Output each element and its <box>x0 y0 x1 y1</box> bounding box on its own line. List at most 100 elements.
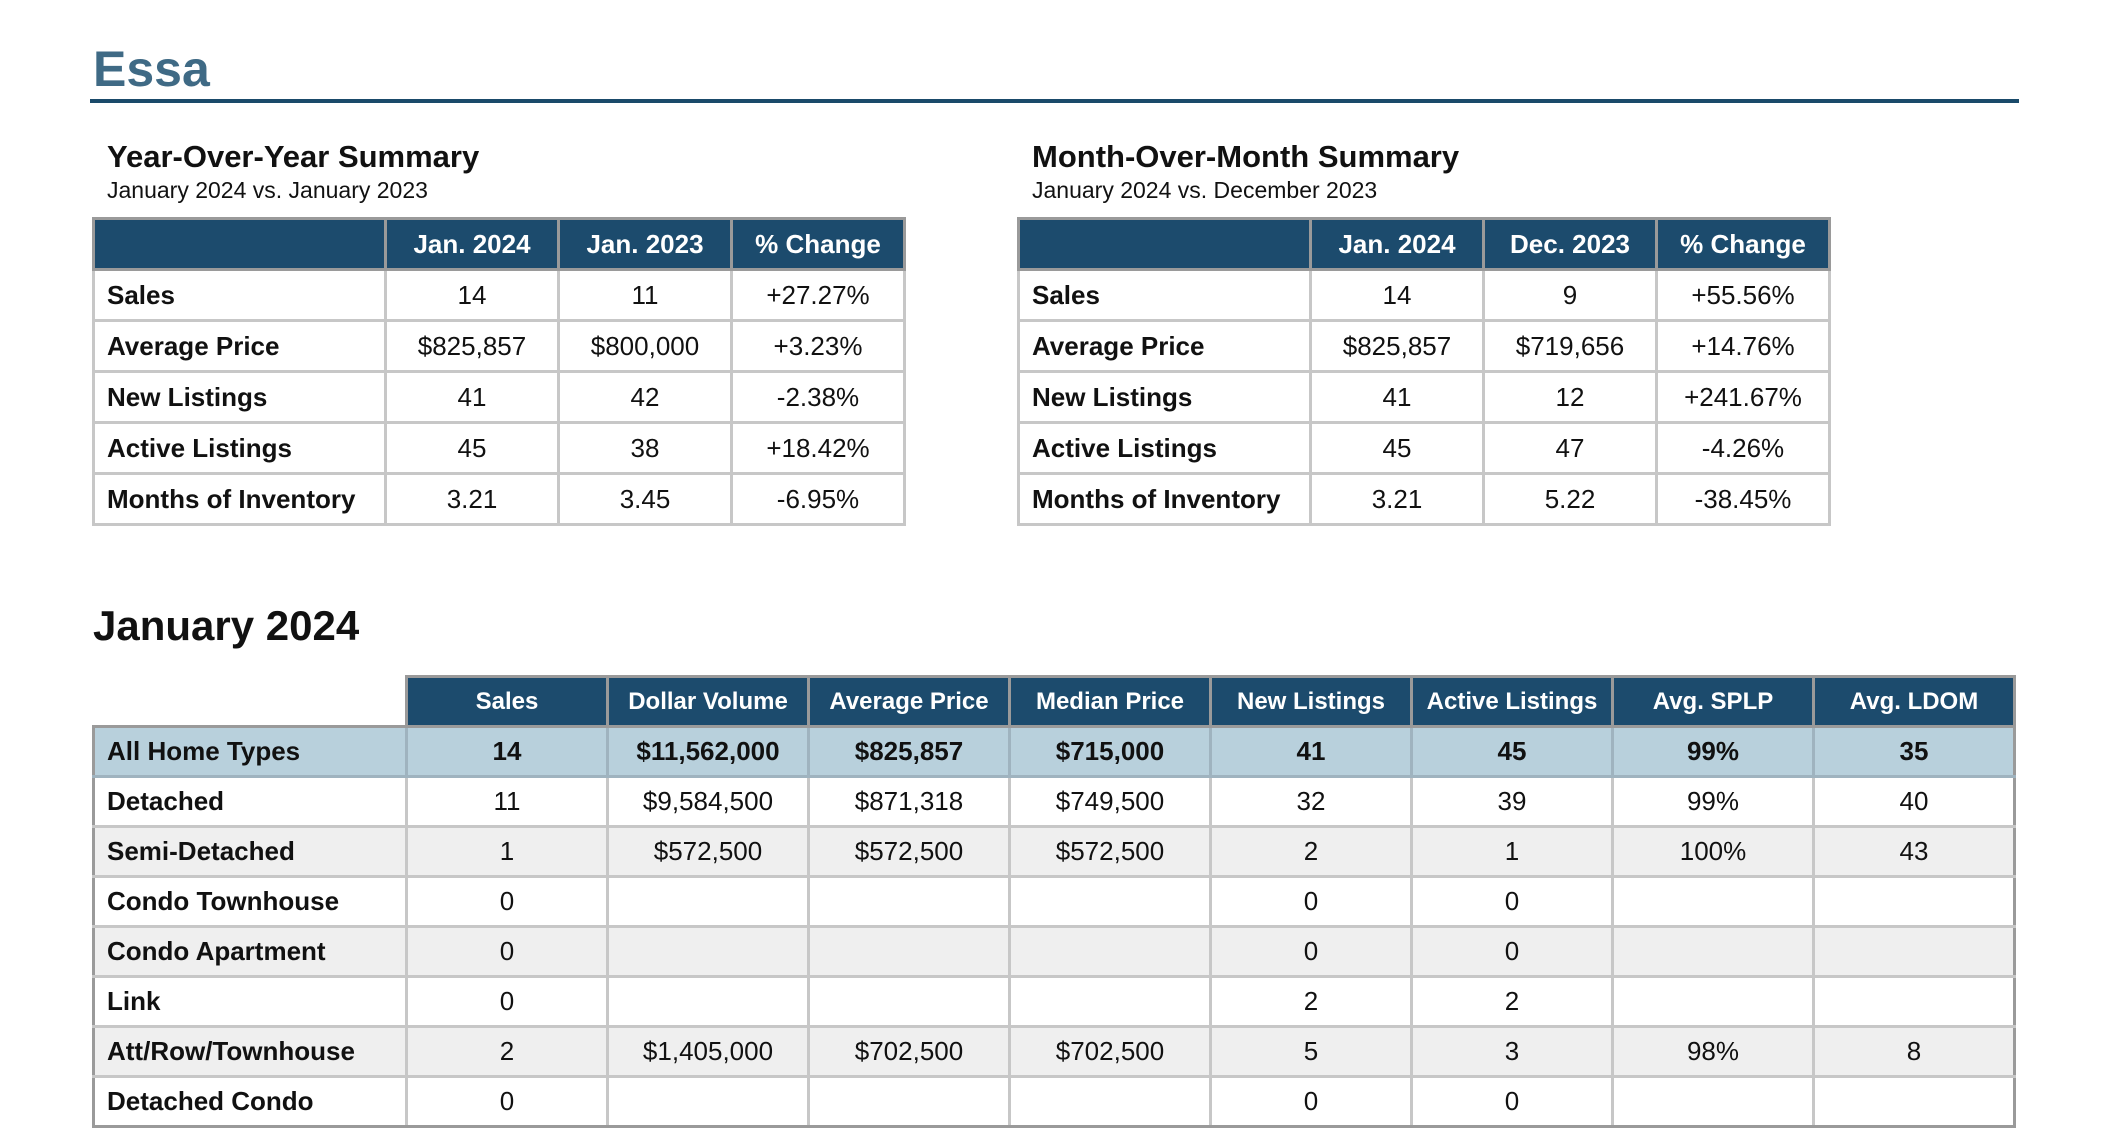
table-cell: 99% <box>1611 725 1815 778</box>
table-cell: 0 <box>405 875 609 928</box>
table-cell <box>1008 875 1212 928</box>
table-cell: $702,500 <box>1008 1025 1212 1078</box>
table-cell: 11 <box>557 268 733 322</box>
column-header: Dollar Volume <box>606 675 810 728</box>
table-cell: 32 <box>1209 775 1413 828</box>
table-cell: $871,318 <box>807 775 1011 828</box>
column-header: Sales <box>405 675 609 728</box>
table-row: Detached 11 $9,584,500 $871,318 $749,500… <box>92 775 2016 828</box>
table-cell: 99% <box>1611 775 1815 828</box>
table-cell: 12 <box>1482 370 1658 424</box>
table-cell: +241.67% <box>1655 370 1831 424</box>
table-cell: 3.21 <box>1309 472 1485 526</box>
table-header-row: Jan. 2024 Dec. 2023 % Change <box>1017 217 1831 271</box>
row-label: Semi-Detached <box>92 825 408 878</box>
table-cell: 9 <box>1482 268 1658 322</box>
table-cell: +27.27% <box>730 268 906 322</box>
table-row: Detached Condo 0 0 0 <box>92 1075 2016 1128</box>
table-cell: 35 <box>1812 725 2016 778</box>
table-cell: +3.23% <box>730 319 906 373</box>
table-row: Att/Row/Townhouse 2 $1,405,000 $702,500 … <box>92 1025 2016 1078</box>
table-cell <box>1611 925 1815 978</box>
table-row: Sales 14 11 +27.27% <box>92 268 906 322</box>
table-cell <box>807 875 1011 928</box>
table-cell: 3.45 <box>557 472 733 526</box>
table-cell: 0 <box>1410 1075 1614 1128</box>
table-cell <box>1812 975 2016 1028</box>
column-header <box>1017 217 1312 271</box>
monthly-table: Sales Dollar Volume Average Price Median… <box>92 675 2016 1128</box>
table-cell <box>606 925 810 978</box>
row-label: New Listings <box>1017 370 1312 424</box>
table-cell: +18.42% <box>730 421 906 475</box>
table-row: Months of Inventory 3.21 3.45 -6.95% <box>92 472 906 526</box>
table-cell <box>606 1075 810 1128</box>
table-cell: 41 <box>384 370 560 424</box>
table-row: Condo Townhouse 0 0 0 <box>92 875 2016 928</box>
table-row: Link 0 2 2 <box>92 975 2016 1028</box>
table-cell: -38.45% <box>1655 472 1831 526</box>
table-header-row: Sales Dollar Volume Average Price Median… <box>93 675 2016 728</box>
column-header: Active Listings <box>1410 675 1614 728</box>
table-cell: 45 <box>384 421 560 475</box>
table-cell: $572,500 <box>1008 825 1212 878</box>
table-cell: 40 <box>1812 775 2016 828</box>
row-label: Sales <box>92 268 387 322</box>
table-cell: -4.26% <box>1655 421 1831 475</box>
column-header: Avg. LDOM <box>1812 675 2016 728</box>
table-cell <box>1611 875 1815 928</box>
table-cell: -6.95% <box>730 472 906 526</box>
table-cell: 0 <box>1209 1075 1413 1128</box>
table-cell <box>807 975 1011 1028</box>
table-cell: 2 <box>1410 975 1614 1028</box>
table-cell: $800,000 <box>557 319 733 373</box>
table-cell: 39 <box>1410 775 1614 828</box>
table-cell: 45 <box>1309 421 1485 475</box>
table-cell: 3.21 <box>384 472 560 526</box>
table-row: Active Listings 45 38 +18.42% <box>92 421 906 475</box>
row-label: Att/Row/Townhouse <box>92 1025 408 1078</box>
table-cell: +14.76% <box>1655 319 1831 373</box>
row-label: Sales <box>1017 268 1312 322</box>
table-cell: -2.38% <box>730 370 906 424</box>
table-cell: 38 <box>557 421 733 475</box>
row-label: Active Listings <box>92 421 387 475</box>
yoy-title: Year-Over-Year Summary <box>107 139 480 174</box>
column-header: Jan. 2024 <box>384 217 560 271</box>
table-cell <box>807 925 1011 978</box>
table-row: Sales 14 9 +55.56% <box>1017 268 1831 322</box>
table-row: Months of Inventory 3.21 5.22 -38.45% <box>1017 472 1831 526</box>
table-cell <box>606 875 810 928</box>
row-label: Average Price <box>92 319 387 373</box>
table-cell <box>606 975 810 1028</box>
table-cell: 0 <box>1410 875 1614 928</box>
row-label: Link <box>92 975 408 1028</box>
row-label: New Listings <box>92 370 387 424</box>
table-cell <box>1008 925 1212 978</box>
table-cell: 42 <box>557 370 733 424</box>
table-row: New Listings 41 12 +241.67% <box>1017 370 1831 424</box>
column-header: % Change <box>1655 217 1831 271</box>
table-header-row: Jan. 2024 Jan. 2023 % Change <box>92 217 906 271</box>
mom-title: Month-Over-Month Summary <box>1032 139 1460 174</box>
table-cell: 14 <box>384 268 560 322</box>
table-row: Average Price $825,857 $719,656 +14.76% <box>1017 319 1831 373</box>
table-cell: $715,000 <box>1008 725 1212 778</box>
row-label: Months of Inventory <box>92 472 387 526</box>
table-cell: 41 <box>1309 370 1485 424</box>
table-cell: $825,857 <box>1309 319 1485 373</box>
row-label: Average Price <box>1017 319 1312 373</box>
column-header: Jan. 2024 <box>1309 217 1485 271</box>
table-row: Semi-Detached 1 $572,500 $572,500 $572,5… <box>92 825 2016 878</box>
table-cell: 1 <box>405 825 609 878</box>
table-cell: 47 <box>1482 421 1658 475</box>
table-cell: 45 <box>1410 725 1614 778</box>
column-header <box>93 676 407 728</box>
table-cell: $749,500 <box>1008 775 1212 828</box>
table-cell: 8 <box>1812 1025 2016 1078</box>
table-row: Average Price $825,857 $800,000 +3.23% <box>92 319 906 373</box>
table-cell: 5 <box>1209 1025 1413 1078</box>
row-label: Detached Condo <box>92 1075 408 1128</box>
column-header: Average Price <box>807 675 1011 728</box>
column-header: Avg. SPLP <box>1611 675 1815 728</box>
